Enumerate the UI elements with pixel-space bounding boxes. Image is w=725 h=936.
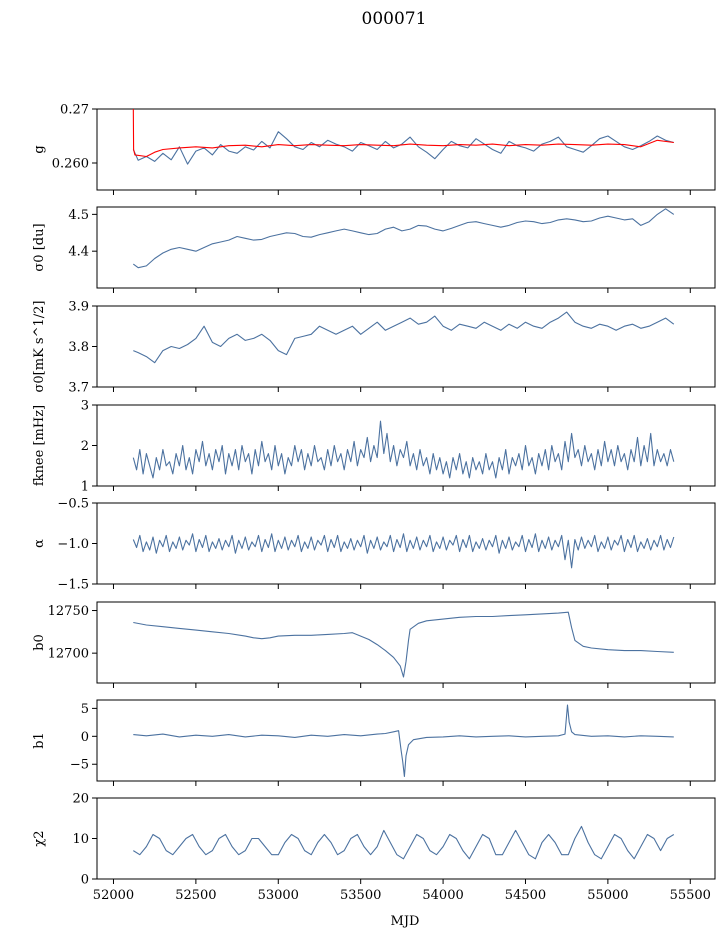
x-tick-label: 54000 [422,888,463,903]
y-tick-label: 12700 [48,647,89,662]
x-axis-label: MJD [391,914,420,929]
y-tick-label: 3.9 [68,300,89,315]
series-line [132,420,675,479]
panel-1: 0.260 0.27 g [32,103,716,195]
y-tick-label: 0 [81,730,89,745]
panels: 0.260 0.27 g 4.4 4.5 σ0 [du] 3.7 3.8 3.9 σ0[mK s^… [32,103,716,903]
series-line [132,533,675,569]
y-tick-label: 1 [81,480,89,495]
y-tick-label: 0.27 [60,103,89,118]
x-tick-label: 53500 [340,888,381,903]
x-tick-label: 52500 [175,888,216,903]
y-tick-label: −1.5 [57,578,89,593]
y-tick-label: −0.5 [57,497,89,512]
y-tick-label: 20 [72,792,89,807]
y-axis-label: α [32,539,47,548]
y-tick-label: 5 [81,702,89,717]
x-tick-label: 55500 [670,888,711,903]
y-axis-label: b1 [32,732,47,749]
axes-frame [96,108,716,191]
series-line [133,704,674,778]
x-tick-label: 54500 [505,888,546,903]
y-tick-label: 2 [81,439,89,454]
y-tick-label: 10 [72,832,89,847]
axes-frame [96,305,716,388]
axes-frame [96,699,716,782]
panel-8: 0 10 20 52000 52500 53000 53500 54000 54500 55000… [32,792,716,903]
panel-3: 3.7 3.8 3.9 σ0[mK s^1/2] [32,300,716,396]
y-axis-label: fknee [mHz] [32,405,47,486]
y-axis-label: σ0 [du] [32,223,47,271]
y-axis-label: χ2 [32,830,47,846]
axes-frame [96,797,716,880]
figure-title: 000071 [362,9,427,29]
y-tick-label: 0 [81,873,89,888]
y-tick-label: 0.260 [52,157,89,172]
y-tick-label: 12750 [48,604,89,619]
panel-5: −1.5 −1.0 −0.5 α [32,497,716,593]
x-tick-label: 55000 [587,888,628,903]
y-tick-label: 3 [81,399,89,414]
series-line [133,825,675,860]
y-tick-label: 4.5 [68,208,89,223]
axes-frame [96,206,716,289]
y-axis-label: σ0[mK s^1/2] [32,301,47,393]
series-line [132,131,674,165]
y-axis-label: b0 [32,634,47,651]
series-line [132,208,675,269]
fit-line [132,109,674,158]
series-line [133,311,675,364]
y-tick-label: −1.0 [57,537,89,552]
panel-2: 4.4 4.5 σ0 [du] [32,206,716,293]
axes-frame [96,601,716,684]
series-line [133,611,674,678]
x-tick-label: 52000 [93,888,134,903]
y-tick-label: 3.7 [68,381,89,396]
y-tick-label: 3.8 [68,340,89,355]
y-axis-label: g [32,145,47,153]
y-tick-label: 4.4 [68,245,89,260]
y-tick-label: −5 [70,758,89,773]
panel-7: −5 0 5 b1 [32,699,716,786]
x-tick-label: 53000 [258,888,299,903]
panel-4: 1 2 3 fknee [mHz] [32,399,716,495]
